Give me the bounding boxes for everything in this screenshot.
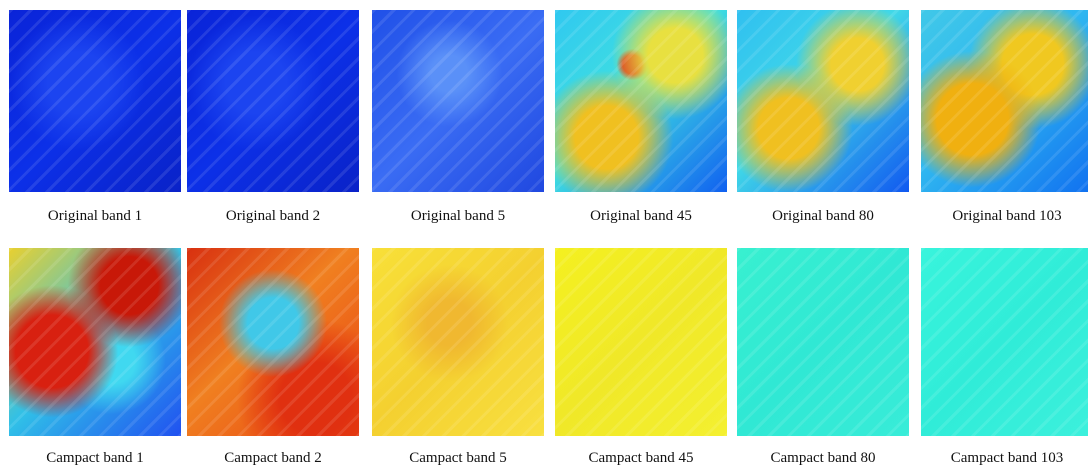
band-image — [372, 248, 544, 436]
panel: Original band 1 — [8, 10, 182, 225]
band-image — [737, 10, 909, 192]
panel: Original band 103 — [920, 10, 1088, 225]
band-image — [187, 248, 359, 436]
band-image — [555, 248, 727, 436]
caption: Campact band 45 — [554, 450, 728, 467]
panel: Original band 5 — [371, 10, 545, 225]
figure: Original band 1 Original band 2 Original… — [0, 0, 1088, 473]
panel: Original band 80 — [736, 10, 910, 225]
panel: Original band 2 — [186, 10, 360, 225]
caption: Campact band 103 — [920, 450, 1088, 467]
caption: Original band 2 — [186, 208, 360, 225]
band-image — [921, 248, 1088, 436]
panel: Campact band 2 — [186, 248, 360, 467]
caption: Original band 103 — [920, 208, 1088, 225]
panel: Original band 45 — [554, 10, 728, 225]
band-image — [187, 10, 359, 192]
caption: Original band 80 — [736, 208, 910, 225]
band-image — [921, 10, 1088, 192]
band-image — [372, 10, 544, 192]
band-image — [9, 248, 181, 436]
caption: Original band 1 — [8, 208, 182, 225]
panel: Campact band 80 — [736, 248, 910, 467]
caption: Original band 45 — [554, 208, 728, 225]
panel: Campact band 5 — [371, 248, 545, 467]
panel: Campact band 45 — [554, 248, 728, 467]
caption: Campact band 5 — [371, 450, 545, 467]
caption: Campact band 2 — [186, 450, 360, 467]
caption: Campact band 1 — [8, 450, 182, 467]
band-image — [555, 10, 727, 192]
caption: Campact band 80 — [736, 450, 910, 467]
panel: Campact band 1 — [8, 248, 182, 467]
band-image — [9, 10, 181, 192]
band-image — [737, 248, 909, 436]
panel: Campact band 103 — [920, 248, 1088, 467]
caption: Original band 5 — [371, 208, 545, 225]
